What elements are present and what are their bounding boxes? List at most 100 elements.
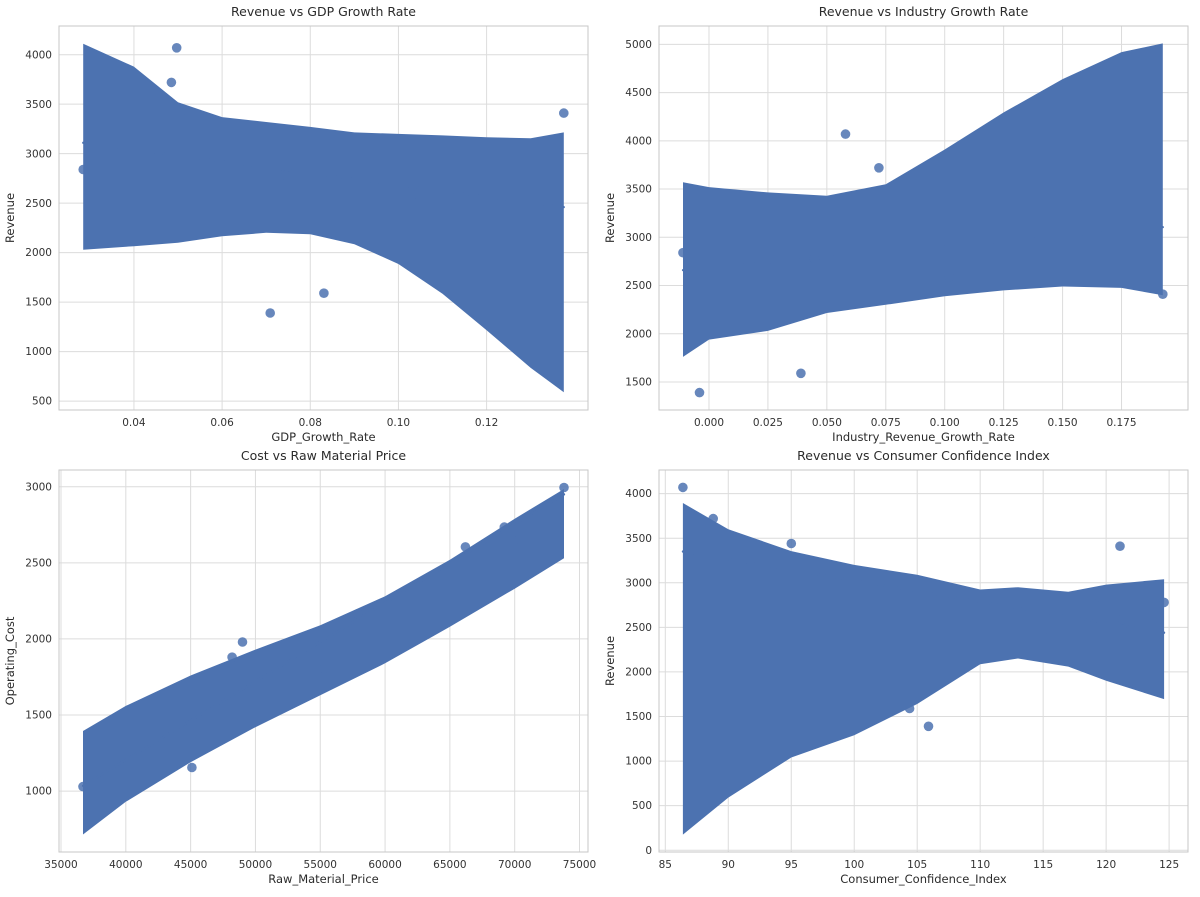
regression-line	[681, 550, 1166, 634]
scatter-point	[177, 105, 188, 115]
scatter-point	[1158, 289, 1168, 300]
chart-title: Revenue vs GDP Growth Rate	[231, 4, 416, 19]
scatter-point	[559, 482, 569, 493]
scatter-point	[944, 272, 954, 282]
x-tick-label: 70000	[498, 859, 531, 871]
scatter-point	[786, 538, 797, 549]
x-tick-label: 115	[1033, 859, 1053, 871]
scatter-point	[923, 721, 934, 732]
scatter-point	[412, 189, 423, 199]
y-tick-label: 500	[632, 800, 652, 812]
scatter-point	[904, 703, 915, 714]
scatter-point	[1095, 592, 1105, 602]
x-tick-label: 0.000	[694, 417, 724, 429]
y-tick-label: 2500	[625, 280, 652, 292]
scatter-point	[499, 522, 510, 532]
scatter-point	[694, 387, 705, 398]
scatter-point	[559, 108, 569, 118]
confidence-band	[682, 503, 1165, 835]
x-tick-label: 0.10	[387, 417, 410, 429]
y-tick-label: 4000	[625, 135, 652, 147]
x-tick-label: 0.06	[210, 417, 234, 429]
scatter-point	[353, 609, 363, 619]
y-tick-label: 0	[645, 845, 652, 857]
y-tick-label: 4000	[25, 49, 52, 61]
x-axis-label: Industry_Revenue_Growth_Rate	[832, 430, 1015, 444]
regression-line	[82, 141, 565, 209]
y-tick-label: 1000	[25, 346, 52, 358]
x-tick-label: 0.04	[122, 417, 146, 429]
x-tick-label: 0.075	[871, 417, 901, 429]
scatter-point	[796, 368, 806, 379]
axes-border	[658, 25, 1189, 411]
scatter-point	[166, 77, 177, 88]
y-tick-label: 2000	[625, 328, 652, 340]
y-tick-label: 3000	[625, 577, 652, 589]
y-tick-label: 2000	[625, 667, 652, 679]
scatter-point	[1159, 597, 1169, 608]
y-axis-label: Revenue	[603, 193, 617, 243]
scatter-point	[874, 163, 884, 173]
scatter-point	[708, 513, 718, 524]
scatter-point	[78, 164, 88, 175]
y-tick-label: 2000	[25, 634, 52, 646]
x-tick-label: 50000	[239, 859, 272, 871]
scatter-point	[678, 247, 688, 258]
x-tick-label: 90	[722, 859, 735, 871]
axes-border	[658, 469, 1189, 853]
subplot-revenue-vs-consumer-confidence-index: Revenue vs Consumer Confidence Index 85 90…	[603, 449, 1189, 886]
y-tick-label: 2500	[25, 557, 52, 569]
x-tick-label: 0.08	[299, 417, 322, 429]
x-tick-label: 110	[970, 859, 990, 871]
x-tick-label: 0.150	[1048, 417, 1078, 429]
scatter-point	[450, 207, 461, 217]
chart-title: Revenue vs Consumer Confidence Index	[797, 449, 1050, 463]
x-tick-label: 60000	[368, 859, 401, 871]
scatter-point	[227, 652, 237, 662]
x-tick-label: 0.050	[812, 417, 842, 429]
x-axis-label: Consumer_Confidence_Index	[840, 872, 1007, 886]
y-tick-label: 500	[32, 396, 52, 408]
x-tick-label: 85	[659, 859, 672, 871]
x-tick-label: 0.100	[930, 417, 960, 429]
x-tick-label: 0.125	[989, 417, 1019, 429]
scatter-point	[678, 482, 688, 493]
y-tick-label: 3000	[25, 481, 52, 493]
chart-title: Cost vs Raw Material Price	[241, 449, 406, 463]
x-tick-label: 55000	[304, 859, 337, 871]
scatter-point	[460, 542, 471, 552]
y-tick-label: 3500	[25, 99, 52, 111]
y-axis-label: Operating_Cost	[3, 616, 17, 705]
subplot-cost-vs-raw-material-price: Cost vs Raw Material Price 35000 40000 4500…	[3, 449, 596, 886]
y-tick-label: 3000	[625, 232, 652, 244]
scatter-point	[840, 129, 851, 139]
y-tick-label: 1500	[625, 711, 652, 723]
x-tick-label: 75000	[563, 859, 596, 871]
x-axis-label: GDP_Growth_Rate	[271, 430, 375, 444]
scatter-point	[281, 170, 291, 181]
scatter-point	[171, 43, 182, 53]
axes-border	[58, 25, 589, 411]
x-tick-label: 120	[1096, 859, 1116, 871]
y-tick-label: 4500	[625, 87, 652, 99]
scatter-point	[508, 536, 519, 546]
subplot-revenue-vs-industry-growth-rate: Revenue vs Industry Growth Rate 0.000 0.02…	[603, 4, 1189, 444]
scatter-point	[1115, 541, 1125, 551]
y-tick-label: 2000	[25, 247, 52, 259]
y-tick-label: 1500	[25, 710, 52, 722]
x-axis-label: Raw_Material_Price	[268, 872, 378, 886]
scatter-point	[237, 637, 248, 647]
scatter-point	[187, 762, 197, 773]
scatter-point	[78, 781, 88, 792]
x-tick-label: 40000	[109, 859, 142, 871]
x-tick-label: 0.12	[475, 417, 498, 429]
y-tick-label: 4000	[625, 488, 652, 500]
scatter-point	[1117, 614, 1128, 625]
scatter-point	[809, 253, 820, 264]
y-tick-label: 5000	[625, 39, 652, 51]
x-tick-label: 95	[785, 859, 798, 871]
scatter-point	[319, 288, 329, 299]
x-tick-label: 0.175	[1106, 417, 1136, 429]
scatter-point	[731, 190, 742, 200]
